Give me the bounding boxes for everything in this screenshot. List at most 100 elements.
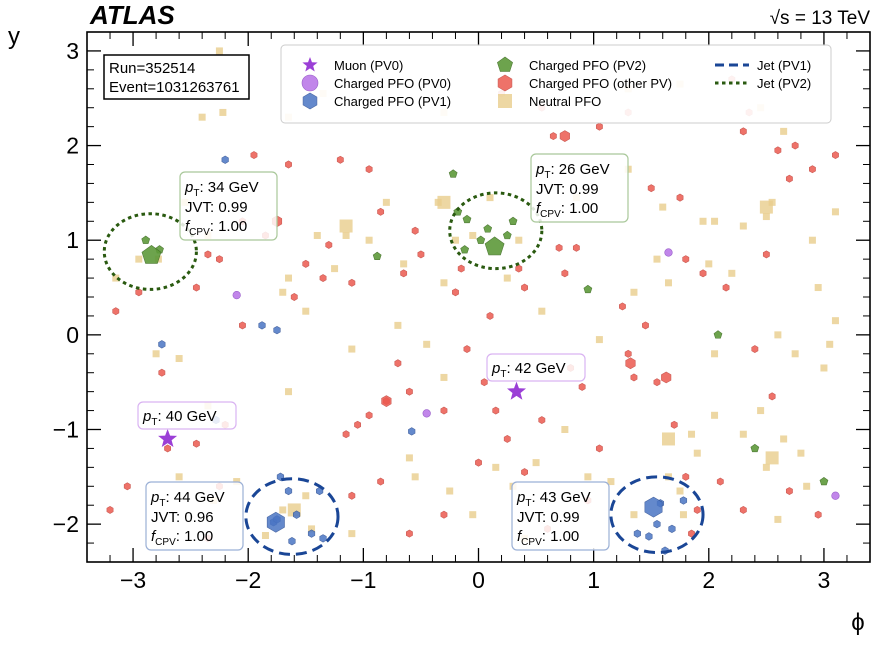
jet-pv2-circle xyxy=(448,191,544,271)
charged-pfo-other-pv-point xyxy=(405,387,413,396)
neutral-pfo-point xyxy=(561,426,569,433)
charged-pfo-pv1-point xyxy=(645,532,653,541)
neutral-pfo-point xyxy=(711,217,719,225)
event-label: Event=1031263761 xyxy=(109,79,240,96)
charged-pfo-other-pv-point xyxy=(572,243,580,252)
charged-pfo-other-pv-point xyxy=(785,487,793,495)
charged-pfo-pv0-point xyxy=(232,291,241,300)
charged-pfo-pv1-point xyxy=(633,529,641,538)
charged-pfo-other-pv-point xyxy=(503,435,511,443)
legend-item: Charged PFO (PV2) xyxy=(497,56,646,73)
neutral-pfo-point xyxy=(400,260,408,268)
charged-pfo-other-pv-point xyxy=(739,506,747,514)
charged-pfo-other-pv-point xyxy=(365,411,373,420)
charged-pfo-other-pv-point xyxy=(619,302,626,311)
jet-info-box-frame xyxy=(179,171,278,241)
charged-pfo-other-pv-point xyxy=(549,132,557,141)
charged-pfo-other-pv-point xyxy=(452,288,459,297)
neutral-pfo-point xyxy=(339,219,353,233)
muon-pt-label: pT: 40 GeV xyxy=(142,408,217,428)
charged-pfo-other-pv-point xyxy=(112,307,120,316)
charged-pfo-other-pv-point xyxy=(486,311,494,320)
jet-pt-label: pT: 43 GeV xyxy=(516,489,591,509)
charged-pfo-pv2-point xyxy=(448,169,458,178)
charged-pfo-other-pv-point xyxy=(192,439,200,448)
charged-pfo-other-pv-point xyxy=(722,283,730,292)
charged-pfo-other-pv-point xyxy=(670,420,678,429)
charged-pfo-other-pv-point xyxy=(595,444,603,453)
charged-pfo-other-pv-point xyxy=(475,458,482,467)
charged-pfo-other-pv-point xyxy=(400,269,408,278)
charged-pfo-pv2-point xyxy=(141,244,162,264)
jet-pt-label: pT: 26 GeV xyxy=(535,161,610,181)
x-tick-label: 2 xyxy=(702,567,715,593)
jet-info-box-frame xyxy=(145,481,244,551)
neutral-pfo-point xyxy=(780,435,788,443)
neutral-pfo-point xyxy=(584,473,592,481)
neutral-pfo-point xyxy=(313,231,321,239)
neutral-pfo-point xyxy=(759,200,773,214)
charged-pfo-other-pv-point xyxy=(348,491,356,500)
legend-label: Charged PFO (other PV) xyxy=(529,76,672,91)
legend-item: Jet (PV1) xyxy=(715,58,811,73)
neutral-pfo-point xyxy=(215,47,223,55)
charged-pfo-other-pv-point xyxy=(440,406,448,415)
legend-marker-neutral xyxy=(498,94,512,108)
x-tick-label: 1 xyxy=(587,567,600,593)
neutral-pfo-point xyxy=(705,260,713,268)
neutral-pfo-point xyxy=(423,340,431,348)
charged-pfo-pv0-point xyxy=(422,409,431,418)
jet-fcpv-label: fCPV: 1.00 xyxy=(517,528,579,548)
charged-pfo-other-pv-point xyxy=(158,368,166,377)
muon-info-box-frame xyxy=(137,401,237,430)
legend-marker-charged-pv0 xyxy=(301,74,319,92)
jet-fcpv-label: fCPV: 1.00 xyxy=(536,200,598,220)
charged-pfo-pv2-point xyxy=(819,476,829,486)
charged-pfo-other-pv-point xyxy=(661,371,672,384)
neutral-pfo-point xyxy=(152,350,160,358)
charged-pfo-pv2-point xyxy=(372,251,382,261)
legend-marker-charged-pv1 xyxy=(302,92,318,110)
charged-pfo-other-pv-point xyxy=(302,259,310,268)
charged-pfo-other-pv-point xyxy=(319,274,327,283)
charged-pfo-pv2-point xyxy=(508,216,518,225)
charged-pfo-other-pv-point xyxy=(336,155,344,164)
charged-pfo-other-pv-point xyxy=(693,506,701,514)
muon-point xyxy=(506,381,527,400)
charged-pfo-other-pv-point xyxy=(653,378,661,387)
neutral-pfo-point xyxy=(774,515,782,523)
y-tick-label: 0 xyxy=(66,322,79,348)
y-tick-label: −2 xyxy=(53,511,79,537)
neutral-pfo-point xyxy=(774,331,782,339)
charged-pfo-pv0-point xyxy=(664,248,673,257)
charged-pfo-other-pv-point xyxy=(342,430,350,439)
charged-pfo-other-pv-point xyxy=(774,146,782,155)
jet-pv1-circle xyxy=(609,475,705,555)
charged-pfo-other-pv-point xyxy=(377,477,385,486)
charged-pfo-other-pv-point xyxy=(624,349,632,358)
neutral-pfo-point xyxy=(365,236,373,244)
jet-pv2-circle xyxy=(102,212,198,291)
neutral-pfo-point xyxy=(831,317,839,325)
neutral-pfo-point xyxy=(532,459,540,467)
charged-pfo-other-pv-point xyxy=(325,241,333,249)
neutral-pfo-point xyxy=(285,274,293,282)
muon-info-box-frame xyxy=(486,353,586,382)
charged-pfo-pv2-point xyxy=(583,284,593,294)
neutral-pfo-point xyxy=(135,255,143,263)
neutral-pfo-point xyxy=(699,217,707,225)
neutral-pfo-point xyxy=(302,307,310,315)
charged-pfo-pv1-point xyxy=(221,155,229,164)
jet-pt-label: pT: 44 GeV xyxy=(150,489,225,509)
y-tick-label: 1 xyxy=(66,227,79,253)
charged-pfo-pv1-point xyxy=(653,519,661,529)
charged-pfo-other-pv-point xyxy=(285,160,292,169)
neutral-pfo-point xyxy=(814,284,822,292)
neutral-pfo-point xyxy=(348,345,356,353)
neutral-pfo-point xyxy=(331,265,339,273)
charged-pfo-other-pv-point xyxy=(682,472,690,481)
neutral-pfo-point xyxy=(285,388,293,396)
